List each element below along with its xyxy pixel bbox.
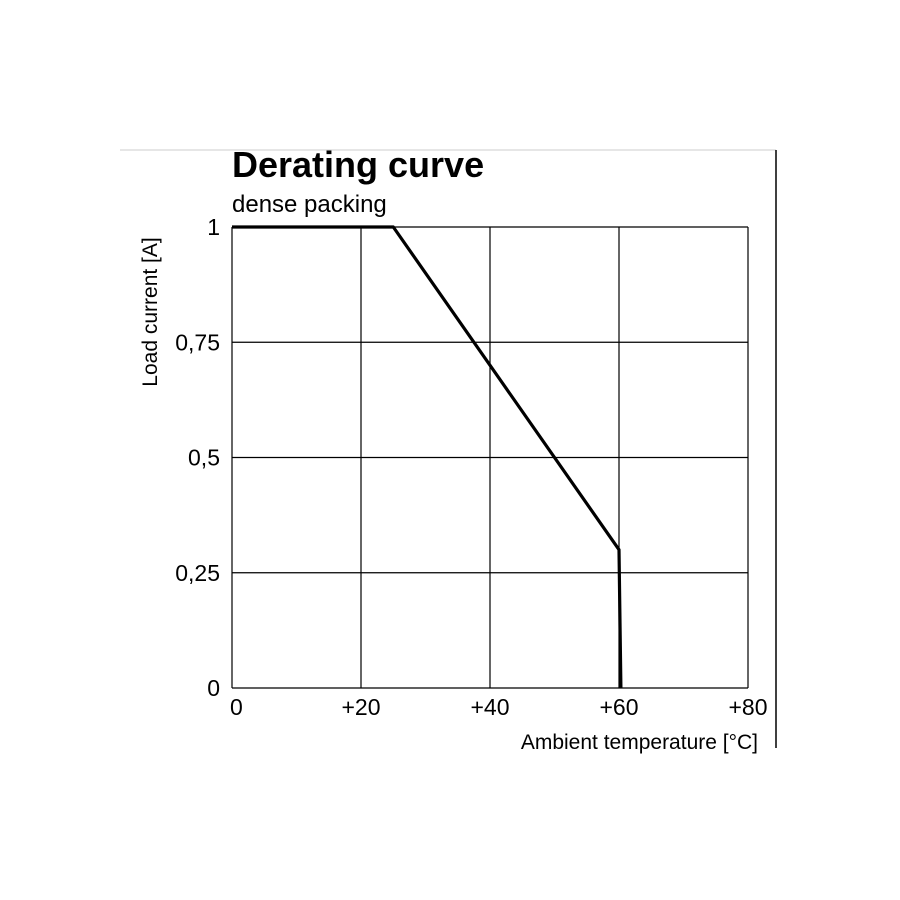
x-tick-label: +80 xyxy=(728,694,767,720)
x-tick-label: +40 xyxy=(470,694,509,720)
series-line-0 xyxy=(232,225,623,689)
x-tick-labels: 0 +20 +40 +60 +80 xyxy=(230,694,768,720)
series-layer xyxy=(232,225,623,689)
x-tick-label: +60 xyxy=(599,694,638,720)
y-tick-label: 0 xyxy=(207,675,220,701)
y-tick-label: 0,25 xyxy=(175,560,220,586)
y-tick-label: 0,5 xyxy=(188,445,220,471)
chart-title: Derating curve xyxy=(232,144,484,185)
y-axis-label: Load current [A] xyxy=(139,237,162,386)
y-tick-label: 0,75 xyxy=(175,329,220,355)
y-tick-label: 1 xyxy=(207,214,220,240)
y-tick-labels: 0 0,25 0,5 0,75 1 xyxy=(175,214,220,701)
chart-subtitle: dense packing xyxy=(232,191,387,218)
x-tick-label: +20 xyxy=(341,694,380,720)
grid xyxy=(231,226,749,689)
x-axis-label: Ambient temperature [°C] xyxy=(521,731,758,754)
x-tick-label: 0 xyxy=(230,694,243,720)
